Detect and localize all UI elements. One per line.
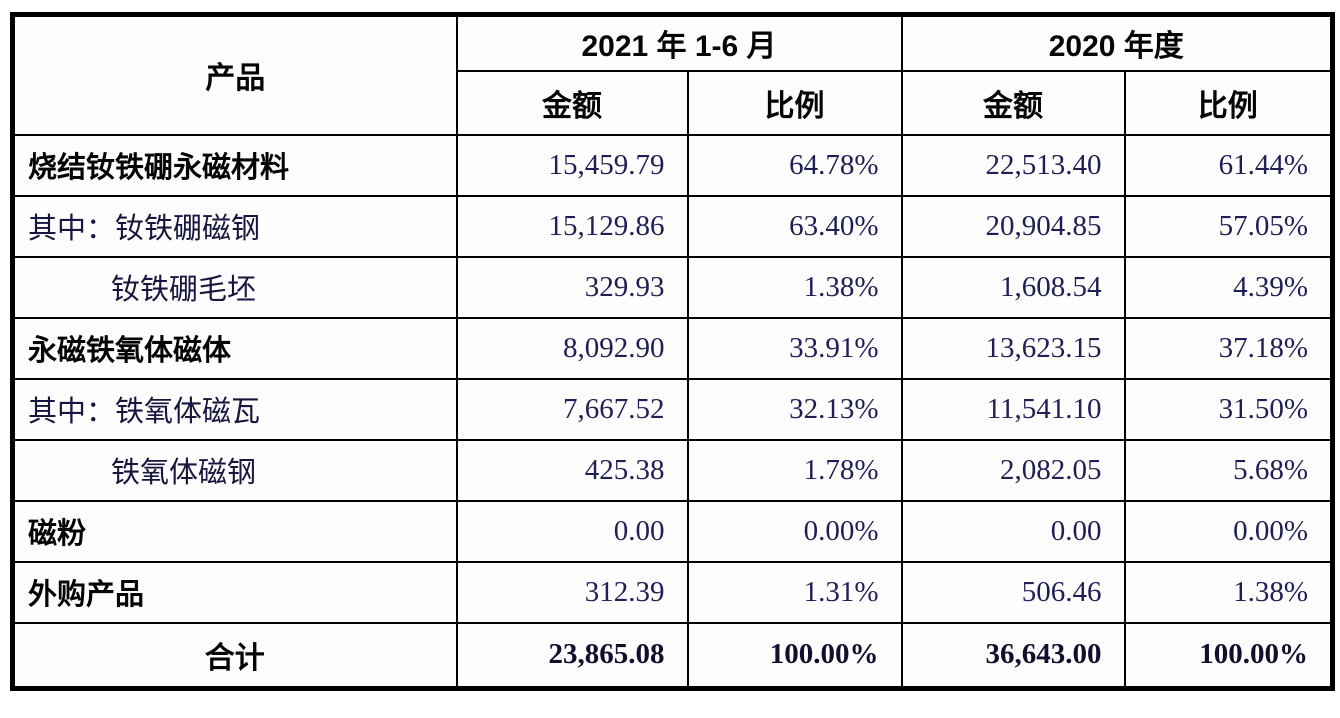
table-row: 永磁铁氧体磁体 8,092.90 33.91% 13,623.15 37.18%: [11, 316, 1334, 380]
amount-2020-cell: 506.46: [900, 560, 1126, 624]
header-row-metrics: 金额 比例 金额 比例: [13, 69, 1334, 136]
total-label-cell: 合计: [11, 621, 458, 690]
ratio-2021-cell: 63.40%: [686, 194, 903, 258]
ratio-2021-cell: 64.78%: [686, 133, 903, 197]
amount-2021-cell: 15,129.86: [455, 194, 689, 258]
ratio-2021-cell: 0.00%: [686, 499, 903, 563]
column-header-period-2021: 2021 年 1-6 月: [455, 13, 903, 72]
amount-2021-cell: 8,092.90: [455, 316, 689, 380]
product-name-cell: 烧结钕铁硼永磁材料: [11, 133, 458, 197]
amount-2021-cell: 0.00: [455, 499, 689, 563]
product-name-cell: 其中：铁氧体磁瓦: [11, 377, 458, 441]
amount-2020-cell: 0.00: [900, 499, 1126, 563]
amount-2021-cell: 329.93: [455, 255, 689, 319]
amount-2020-cell: 2,082.05: [900, 438, 1126, 502]
column-header-amount-2020: 金额: [900, 69, 1126, 136]
table-row: 烧结钕铁硼永磁材料 15,459.79 64.78% 22,513.40 61.…: [11, 133, 1334, 197]
table-row: 钕铁硼毛坯 329.93 1.38% 1,608.54 4.39%: [11, 255, 1334, 319]
ratio-2021-cell: 1.31%: [686, 560, 903, 624]
ratio-2020-cell: 5.68%: [1123, 438, 1334, 502]
product-name-cell: 外购产品: [11, 560, 458, 624]
table-row: 其中：钕铁硼磁钢 15,129.86 63.40% 20,904.85 57.0…: [11, 194, 1334, 258]
product-name-cell: 磁粉: [11, 499, 458, 563]
product-name-cell: 其中：钕铁硼磁钢: [11, 194, 458, 258]
amount-2020-cell: 1,608.54: [900, 255, 1126, 319]
ratio-2021-cell: 1.78%: [686, 438, 903, 502]
product-revenue-table-container: 产品 2021 年 1-6 月 2020 年度 金额 比例 金额 比例 烧结钕铁…: [10, 12, 1336, 691]
column-header-period-2020: 2020 年度: [900, 13, 1334, 72]
table-row: 磁粉 0.00 0.00% 0.00 0.00%: [11, 499, 1334, 563]
ratio-2021-cell: 33.91%: [686, 316, 903, 380]
table-row: 其中：铁氧体磁瓦 7,667.52 32.13% 11,541.10 31.50…: [11, 377, 1334, 441]
ratio-2020-cell: 4.39%: [1123, 255, 1334, 319]
amount-2020-cell: 11,541.10: [900, 377, 1126, 441]
ratio-2020-cell: 57.05%: [1123, 194, 1334, 258]
ratio-2020-cell: 61.44%: [1123, 133, 1334, 197]
total-ratio-2020-cell: 100.00%: [1123, 621, 1334, 690]
column-header-product: 产品: [11, 13, 458, 136]
amount-2020-cell: 13,623.15: [900, 316, 1126, 380]
column-header-ratio-2021: 比例: [686, 69, 903, 136]
amount-2021-cell: 7,667.52: [455, 377, 689, 441]
ratio-2020-cell: 37.18%: [1123, 316, 1334, 380]
total-amount-2020-cell: 36,643.00: [900, 621, 1126, 690]
header-row-periods: 产品 2021 年 1-6 月 2020 年度: [11, 13, 1334, 136]
product-name-cell: 钕铁硼毛坯: [11, 255, 458, 319]
total-ratio-2021-cell: 100.00%: [686, 621, 903, 690]
product-name-cell: 永磁铁氧体磁体: [11, 316, 458, 380]
amount-2020-cell: 20,904.85: [900, 194, 1126, 258]
amount-2021-cell: 425.38: [455, 438, 689, 502]
total-amount-2021-cell: 23,865.08: [455, 621, 689, 690]
amount-2021-cell: 15,459.79: [455, 133, 689, 197]
product-revenue-table: 产品 2021 年 1-6 月 2020 年度 金额 比例 金额 比例 烧结钕铁…: [10, 12, 1336, 691]
ratio-2020-cell: 31.50%: [1123, 377, 1334, 441]
amount-2020-cell: 22,513.40: [900, 133, 1126, 197]
table-row-total: 合计 23,865.08 100.00% 36,643.00 100.00%: [11, 621, 1334, 690]
ratio-2021-cell: 32.13%: [686, 377, 903, 441]
ratio-2021-cell: 1.38%: [686, 255, 903, 319]
column-header-amount-2021: 金额: [455, 69, 689, 136]
ratio-2020-cell: 1.38%: [1123, 560, 1334, 624]
table-row: 铁氧体磁钢 425.38 1.78% 2,082.05 5.68%: [11, 438, 1334, 502]
ratio-2020-cell: 0.00%: [1123, 499, 1334, 563]
amount-2021-cell: 312.39: [455, 560, 689, 624]
product-name-cell: 铁氧体磁钢: [11, 438, 458, 502]
column-header-ratio-2020: 比例: [1123, 69, 1334, 136]
table-row: 外购产品 312.39 1.31% 506.46 1.38%: [11, 560, 1334, 624]
